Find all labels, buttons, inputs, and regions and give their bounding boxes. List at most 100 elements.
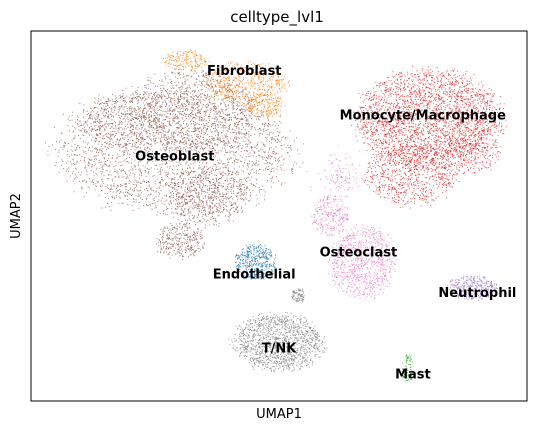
point-osteoblast <box>197 140 198 142</box>
point-osteoblast <box>219 111 220 113</box>
point-osteoblast <box>189 181 191 182</box>
point-osteoblast <box>193 237 194 239</box>
point-osteoblast <box>173 187 175 189</box>
point-osteoblast <box>248 173 249 175</box>
point-osteoblast <box>125 100 127 102</box>
point-osteoblast <box>170 90 172 92</box>
point-osteoblast <box>142 165 144 167</box>
point-osteoblast <box>129 97 131 99</box>
point-osteoblast <box>251 126 253 128</box>
point-osteoblast <box>118 175 120 177</box>
point-osteoblast <box>196 136 198 138</box>
point-osteoblast <box>215 108 217 110</box>
point-osteoblast <box>170 247 172 249</box>
point-osteoblast <box>236 186 238 187</box>
point-osteoblast <box>161 237 163 239</box>
point-osteoblast <box>120 191 122 193</box>
point-osteoblast <box>104 158 105 160</box>
point-osteoblast <box>206 152 208 154</box>
point-osteoblast <box>144 131 146 133</box>
point-osteoblast <box>142 110 144 111</box>
point-osteoblast <box>215 116 217 118</box>
point-osteoblast <box>126 177 128 179</box>
point-osteoblast <box>150 106 152 108</box>
point-osteoblast <box>207 106 209 108</box>
point-osteoblast <box>63 146 65 148</box>
point-osteoblast <box>199 205 201 207</box>
point-osteoblast <box>123 154 125 156</box>
point-fibroblast <box>279 89 281 91</box>
point-osteoblast <box>188 178 190 180</box>
point-fibroblast <box>241 95 243 97</box>
point-osteoblast <box>156 126 157 128</box>
point-osteoblast <box>169 96 171 98</box>
point-osteoblast <box>120 96 122 98</box>
point-osteoblast <box>245 125 247 127</box>
point-osteoblast <box>147 146 149 148</box>
point-osteoblast <box>211 90 213 92</box>
point-osteoblast <box>231 104 233 106</box>
point-osteoblast <box>193 205 195 207</box>
point-osteoblast <box>67 143 69 144</box>
point-fibroblast <box>230 73 232 75</box>
point-osteoblast <box>150 88 152 90</box>
point-osteoblast <box>192 107 194 109</box>
point-fibroblast <box>243 76 244 78</box>
point-osteoblast <box>205 163 207 165</box>
point-osteoblast <box>170 178 172 180</box>
point-osteoblast <box>75 121 77 123</box>
point-osteoblast <box>242 165 244 167</box>
point-osteoblast <box>113 116 114 118</box>
point-osteoblast <box>195 191 197 193</box>
point-osteoblast <box>217 134 219 136</box>
point-osteoblast <box>149 115 151 117</box>
point-fibroblast <box>238 95 240 97</box>
point-osteoblast <box>251 149 253 151</box>
point-osteoblast <box>168 185 170 187</box>
point-osteoblast <box>207 219 209 221</box>
point-osteoblast <box>129 154 131 156</box>
point-osteoblast <box>226 185 228 187</box>
point-osteoblast <box>239 121 240 123</box>
point-osteoblast <box>93 111 95 113</box>
point-osteoblast <box>68 171 70 172</box>
point-osteoblast <box>164 111 166 112</box>
point-osteoblast <box>161 105 163 107</box>
point-fibroblast <box>278 88 280 89</box>
point-osteoblast <box>177 206 179 208</box>
point-osteoblast <box>186 167 188 169</box>
point-osteoblast <box>79 121 81 123</box>
point-osteoblast <box>208 104 209 106</box>
point-osteoblast <box>173 102 175 104</box>
point-osteoblast <box>178 249 180 251</box>
point-osteoblast <box>116 153 118 155</box>
point-osteoblast <box>230 131 232 133</box>
point-fibroblast <box>207 84 209 86</box>
point-osteoblast <box>221 171 223 173</box>
point-osteoblast <box>237 199 238 201</box>
point-osteoblast <box>162 231 164 232</box>
point-osteoblast <box>182 122 184 124</box>
point-osteoblast <box>230 190 232 192</box>
point-osteoblast <box>111 202 113 204</box>
point-osteoblast <box>77 145 79 147</box>
point-osteoblast <box>111 188 113 190</box>
point-osteoblast <box>111 147 113 149</box>
point-osteoblast <box>205 197 207 199</box>
point-osteoblast <box>220 205 222 207</box>
point-osteoblast <box>85 141 87 143</box>
point-osteoblast <box>103 135 105 136</box>
point-osteoblast <box>160 139 162 141</box>
point-osteoblast <box>234 123 236 125</box>
point-osteoblast <box>203 170 205 172</box>
point-osteoblast <box>193 208 195 210</box>
point-osteoblast <box>210 110 211 112</box>
point-osteoblast <box>159 124 161 125</box>
point-osteoblast <box>178 111 180 113</box>
point-osteoblast <box>124 128 126 130</box>
point-osteoblast <box>248 200 250 202</box>
point-osteoblast <box>151 208 153 210</box>
point-osteoblast <box>98 132 100 134</box>
point-osteoblast <box>182 168 184 170</box>
point-osteoblast <box>211 150 213 152</box>
